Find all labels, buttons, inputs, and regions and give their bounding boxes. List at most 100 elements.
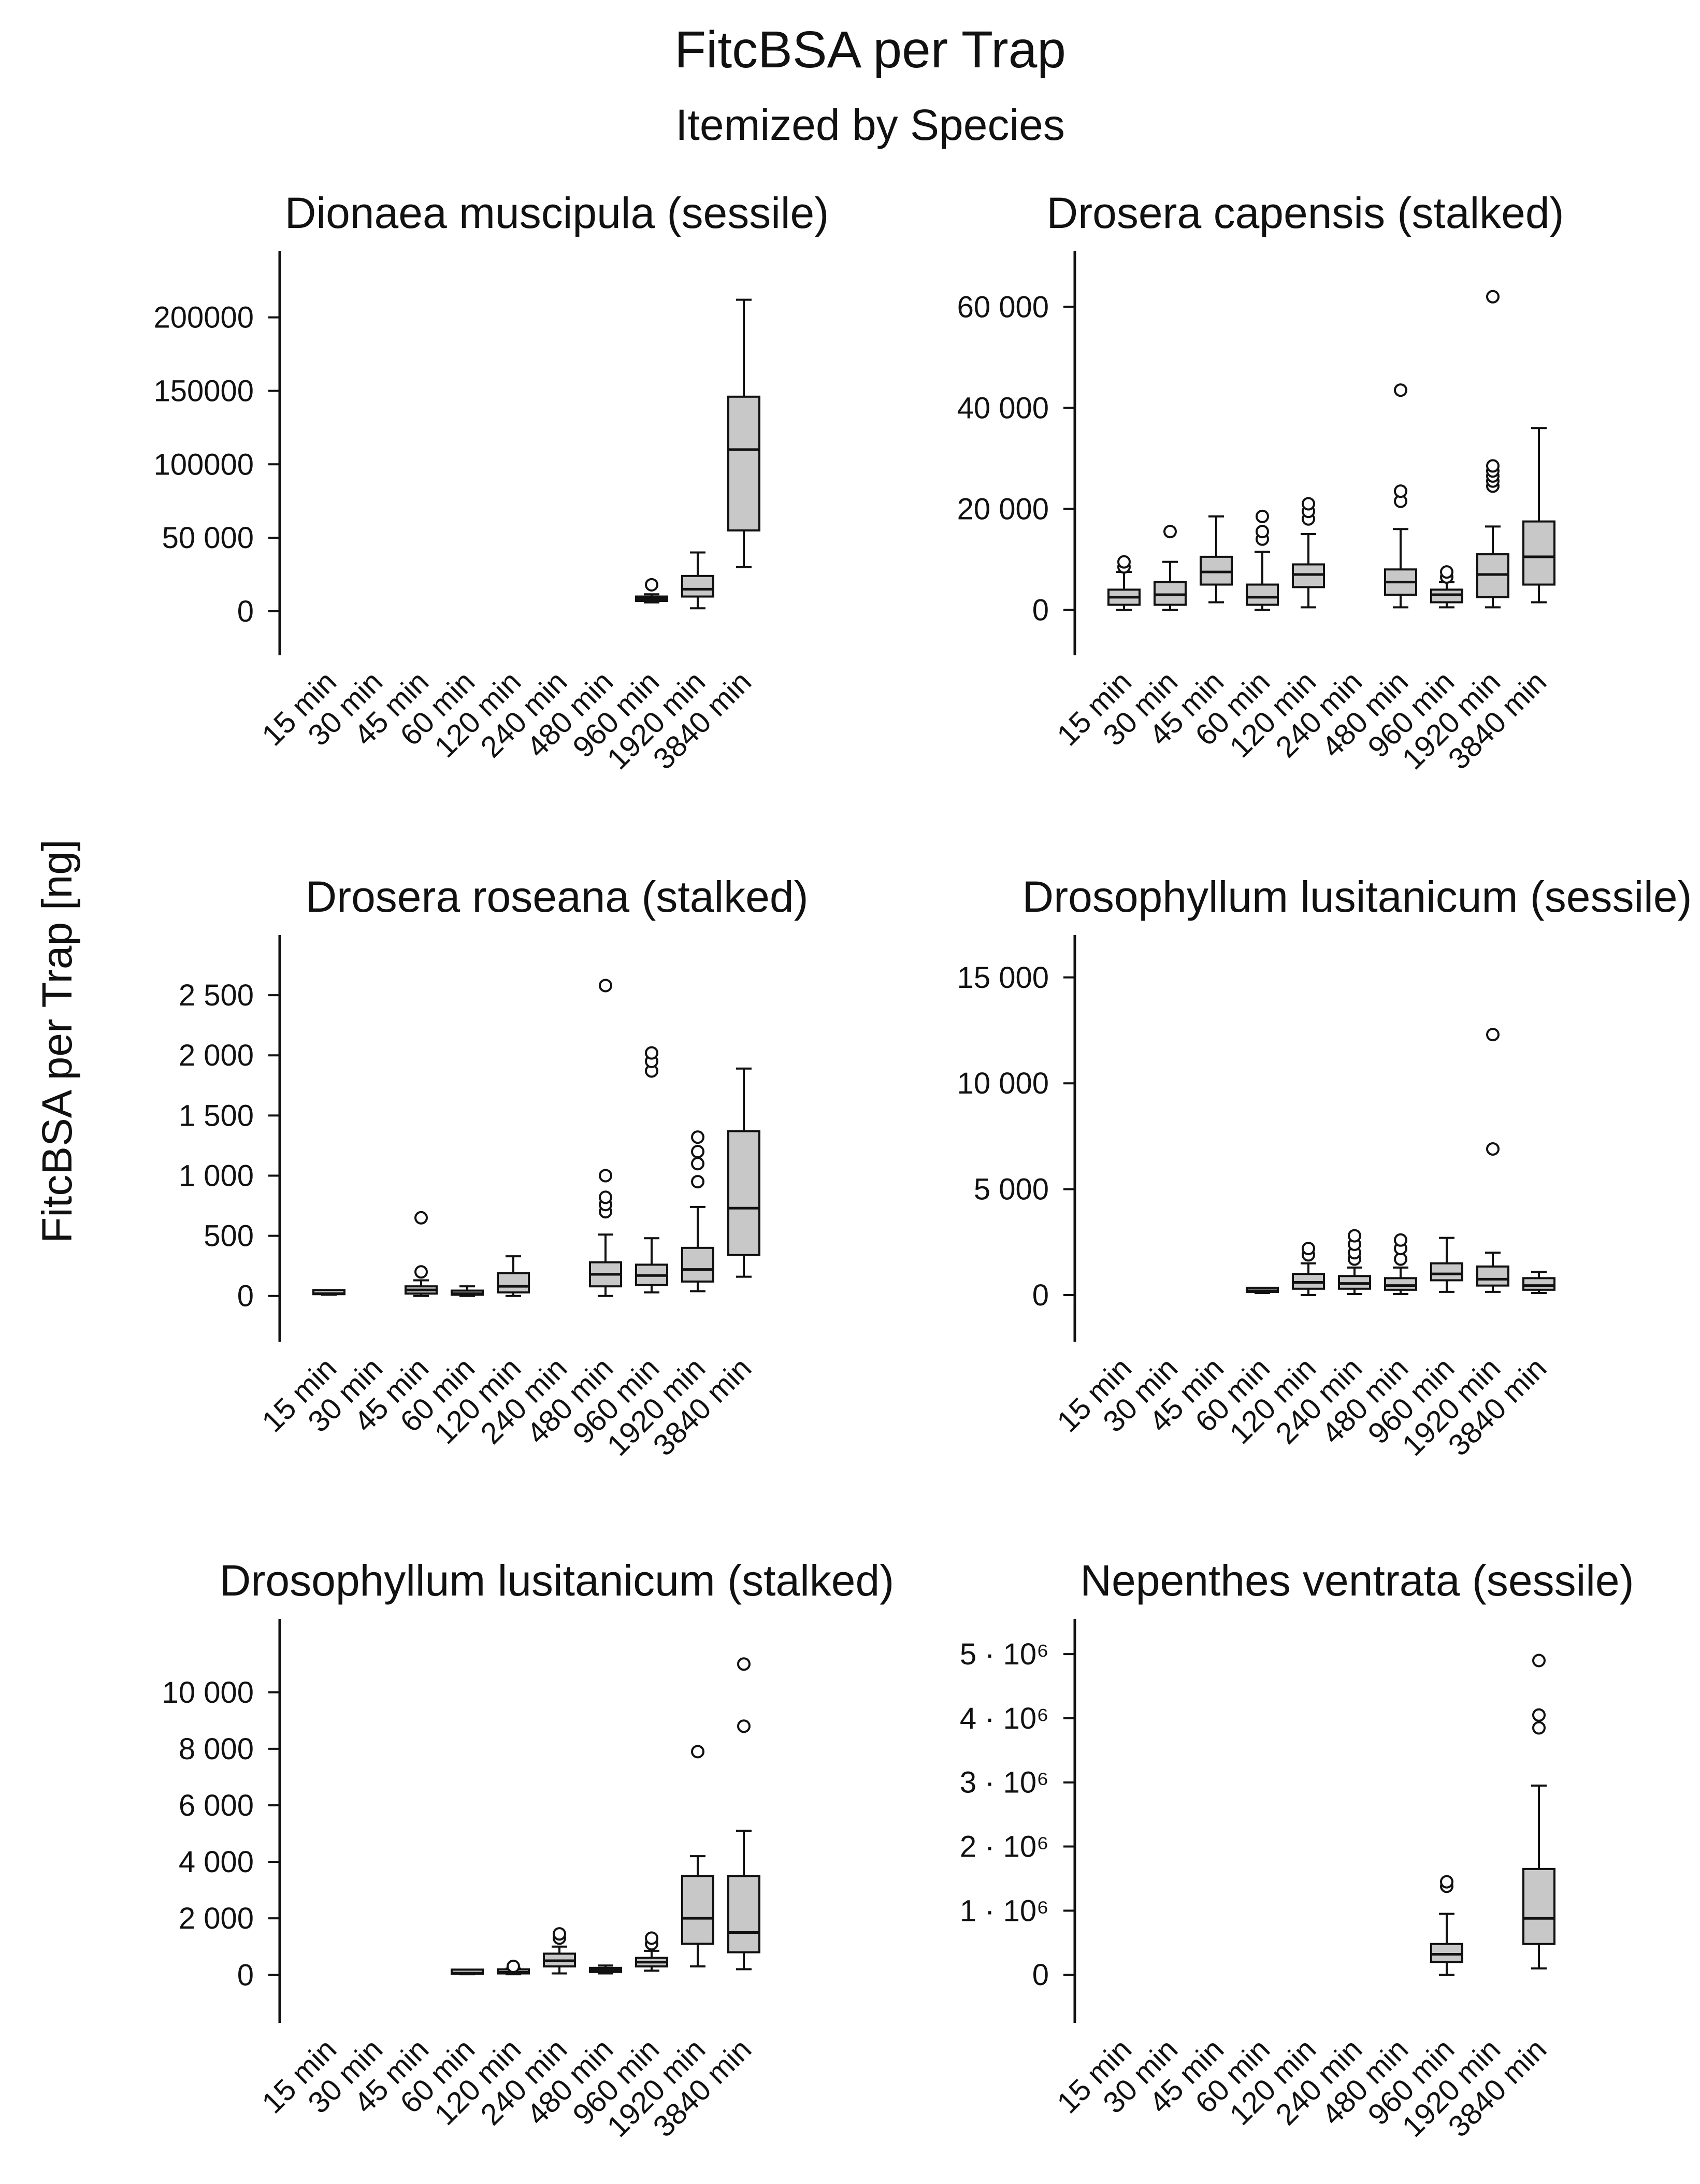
box-iqr bbox=[681, 1875, 714, 1945]
outlier-point bbox=[1486, 1028, 1500, 1042]
panel-title: Drosophyllum lusitanicum (stalked) bbox=[220, 1556, 894, 1605]
y-tick-label: 0 bbox=[1032, 593, 1049, 627]
y-tick-label: 500 bbox=[204, 1219, 254, 1253]
box-30-min bbox=[1154, 525, 1187, 611]
box-120-min bbox=[1292, 497, 1325, 609]
outlier-point bbox=[414, 1211, 428, 1225]
outlier-point bbox=[691, 1157, 704, 1171]
box-iqr bbox=[727, 1130, 760, 1256]
outlier-point bbox=[737, 1719, 751, 1733]
box-iqr bbox=[497, 1272, 530, 1294]
outlier-point bbox=[1532, 1708, 1546, 1722]
outlier-point bbox=[599, 1190, 612, 1204]
outlier-point bbox=[691, 1175, 704, 1189]
outlier-point bbox=[645, 578, 658, 592]
box-120-min bbox=[497, 1255, 530, 1297]
panel-title: Drosophyllum lusitanicum (sessile) bbox=[1022, 872, 1692, 921]
box-960-min bbox=[635, 1046, 668, 1294]
box-60-min bbox=[451, 1285, 484, 1297]
outlier-point bbox=[645, 1931, 658, 1945]
outlier-point bbox=[1394, 484, 1407, 498]
box-3840-min bbox=[727, 1657, 760, 1971]
box-960-min bbox=[635, 578, 668, 604]
y-tick-label: 1 · 10⁶ bbox=[960, 1894, 1049, 1928]
y-tick-label: 1 000 bbox=[179, 1159, 254, 1192]
box-120-min bbox=[1292, 1242, 1325, 1297]
y-tick-label: 100000 bbox=[153, 448, 254, 481]
outlier-point bbox=[1440, 1875, 1453, 1889]
y-tick-label: 0 bbox=[1032, 1958, 1049, 1992]
y-tick-label: 10 000 bbox=[162, 1676, 254, 1709]
box-120-min bbox=[497, 1959, 530, 1976]
box-45-min bbox=[405, 1211, 438, 1297]
box-60-min bbox=[1246, 1286, 1279, 1294]
box-iqr bbox=[1430, 1262, 1463, 1282]
y-tick-label: 10 000 bbox=[957, 1067, 1049, 1100]
panel-3: Drosera roseana (stalked) 0 500 1 000 1 500 2… bbox=[179, 872, 809, 1462]
y-tick-label: 50 000 bbox=[162, 521, 254, 555]
box-960-min bbox=[1430, 565, 1463, 609]
outlier-point bbox=[645, 1046, 658, 1060]
y-tick-label: 0 bbox=[237, 1280, 254, 1313]
outlier-point bbox=[1486, 290, 1500, 304]
box-480-min bbox=[589, 1964, 622, 1975]
box-960-min bbox=[1430, 1237, 1463, 1293]
y-tick-label: 0 bbox=[237, 595, 254, 628]
y-axis-label: FitcBSA per Trap [ng] bbox=[34, 839, 81, 1243]
box-iqr bbox=[727, 1875, 760, 1953]
outlier-point bbox=[1163, 525, 1177, 539]
y-tick-label: 200000 bbox=[153, 301, 254, 335]
box-3840-min bbox=[1522, 1654, 1555, 1970]
panel-6: Nepenthes ventrata (sessile) 0 1 · 10⁶ 2 · … bbox=[960, 1556, 1634, 2144]
box-480-min bbox=[1384, 383, 1417, 609]
box-iqr bbox=[1384, 1277, 1417, 1291]
panel-title: Dionaea muscipula (sessile) bbox=[285, 189, 829, 237]
panel-title: Nepenthes ventrata (sessile) bbox=[1080, 1556, 1634, 1605]
box-iqr bbox=[1476, 1265, 1509, 1287]
y-tick-label: 40 000 bbox=[957, 391, 1049, 425]
y-tick-label: 4 · 10⁶ bbox=[960, 1702, 1049, 1735]
outlier-point bbox=[1302, 1242, 1315, 1256]
y-tick-label: 1 500 bbox=[179, 1099, 254, 1132]
box-240-min bbox=[1338, 1229, 1371, 1296]
y-tick-label: 2 000 bbox=[179, 1039, 254, 1072]
box-15-min bbox=[1107, 555, 1141, 611]
box-iqr bbox=[1522, 520, 1555, 586]
box-15-min bbox=[312, 1289, 345, 1296]
outlier-point bbox=[691, 1145, 704, 1159]
outlier-point bbox=[691, 1745, 704, 1759]
outlier-point bbox=[1486, 1142, 1500, 1156]
outlier-point bbox=[1256, 525, 1269, 539]
y-tick-label: 20 000 bbox=[957, 492, 1049, 526]
figure-title: FitcBSA per Trap bbox=[674, 21, 1066, 79]
outlier-point bbox=[1440, 565, 1453, 579]
box-3840-min bbox=[727, 298, 760, 568]
outlier-point bbox=[1532, 1654, 1546, 1668]
box-240-min bbox=[543, 1927, 576, 1975]
outlier-point bbox=[599, 979, 612, 993]
panel-title: Drosera roseana (stalked) bbox=[305, 872, 808, 921]
y-tick-label: 3 · 10⁶ bbox=[960, 1766, 1049, 1800]
panels: Dionaea muscipula (sessile) 0 50 000 100000… bbox=[153, 189, 1692, 2144]
box-1920-min bbox=[681, 1745, 714, 1967]
outlier-point bbox=[737, 1657, 751, 1671]
box-1920-min bbox=[1476, 290, 1509, 609]
y-tick-label: 2 500 bbox=[179, 979, 254, 1012]
panel-4: Drosophyllum lusitanicum (sessile) 0 5 000… bbox=[957, 872, 1692, 1462]
y-tick-label: 0 bbox=[1032, 1278, 1049, 1312]
box-960-min bbox=[635, 1931, 668, 1972]
y-tick-label: 2 000 bbox=[179, 1902, 254, 1935]
outlier-point bbox=[1302, 497, 1315, 511]
panel-title: Drosera capensis (stalked) bbox=[1046, 189, 1564, 237]
outlier-point bbox=[1256, 509, 1269, 523]
box-1920-min bbox=[1476, 1028, 1509, 1293]
box-3840-min bbox=[1522, 427, 1555, 604]
y-tick-label: 5 000 bbox=[974, 1173, 1049, 1206]
outlier-point bbox=[691, 1130, 704, 1144]
outlier-point bbox=[1394, 383, 1407, 397]
outlier-point bbox=[553, 1927, 566, 1941]
box-45-min bbox=[1200, 515, 1233, 604]
y-tick-label: 2 · 10⁶ bbox=[960, 1830, 1049, 1864]
y-tick-label: 0 bbox=[237, 1958, 254, 1992]
